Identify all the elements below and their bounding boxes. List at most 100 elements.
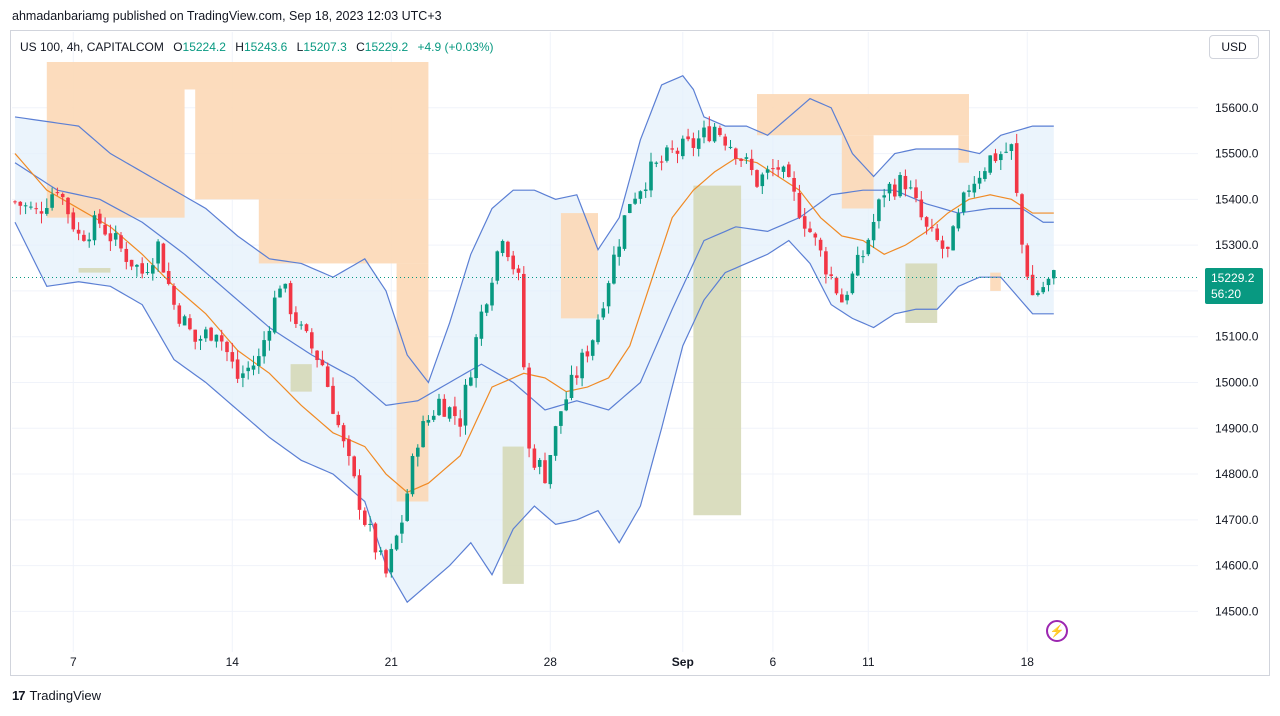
- candle-body[interactable]: [654, 162, 659, 164]
- candle-body[interactable]: [278, 288, 282, 298]
- candle-body[interactable]: [802, 216, 807, 229]
- candle-body[interactable]: [675, 150, 680, 154]
- candle-body[interactable]: [522, 273, 526, 368]
- candle-body[interactable]: [1004, 151, 1008, 153]
- candle-body[interactable]: [71, 212, 76, 230]
- candle-body[interactable]: [707, 126, 712, 142]
- candle-body[interactable]: [712, 126, 717, 142]
- candle-body[interactable]: [447, 407, 452, 419]
- candle-body[interactable]: [140, 263, 144, 274]
- candle-body[interactable]: [182, 316, 187, 326]
- candle-body[interactable]: [590, 340, 595, 356]
- candle-body[interactable]: [108, 233, 113, 242]
- candle-body[interactable]: [961, 192, 966, 213]
- candle-body[interactable]: [585, 351, 590, 357]
- candle-body[interactable]: [357, 475, 362, 510]
- candle-body[interactable]: [294, 312, 298, 324]
- candle-body[interactable]: [188, 318, 192, 330]
- candle-body[interactable]: [580, 352, 584, 379]
- candle-body[interactable]: [543, 460, 547, 484]
- candle-body[interactable]: [861, 256, 865, 258]
- candle-body[interactable]: [87, 239, 91, 242]
- candle-body[interactable]: [426, 419, 431, 423]
- candle-body[interactable]: [315, 350, 319, 361]
- candle-body[interactable]: [103, 224, 107, 235]
- candle-body[interactable]: [92, 215, 97, 241]
- candle-body[interactable]: [564, 399, 568, 411]
- candle-body[interactable]: [506, 241, 510, 258]
- candle-body[interactable]: [76, 229, 81, 234]
- candle-body[interactable]: [257, 356, 261, 367]
- candle-body[interactable]: [606, 283, 611, 307]
- candle-body[interactable]: [1041, 287, 1045, 293]
- candle-body[interactable]: [241, 373, 245, 378]
- candle-body[interactable]: [363, 510, 367, 525]
- candle-body[interactable]: [659, 161, 664, 163]
- candle-body[interactable]: [924, 217, 929, 227]
- candle-body[interactable]: [198, 338, 203, 341]
- candle-body[interactable]: [792, 177, 796, 192]
- candle-body[interactable]: [744, 157, 749, 159]
- candle-body[interactable]: [389, 548, 394, 573]
- candle-body[interactable]: [13, 201, 17, 203]
- candle-body[interactable]: [267, 330, 272, 341]
- candle-body[interactable]: [29, 206, 33, 208]
- candle-body[interactable]: [771, 168, 775, 170]
- candle-body[interactable]: [384, 550, 388, 574]
- candle-body[interactable]: [638, 191, 643, 199]
- candle-body[interactable]: [622, 215, 627, 249]
- candle-body[interactable]: [235, 359, 240, 379]
- candle-body[interactable]: [908, 187, 913, 189]
- candle-body[interactable]: [320, 359, 325, 366]
- candle-body[interactable]: [156, 241, 160, 264]
- candle-body[interactable]: [511, 255, 515, 270]
- candle-body[interactable]: [834, 277, 839, 294]
- candle-body[interactable]: [288, 283, 293, 315]
- candle-body[interactable]: [193, 329, 197, 342]
- candle-body[interactable]: [230, 352, 235, 362]
- candle-body[interactable]: [331, 385, 335, 414]
- candle-body[interactable]: [66, 197, 70, 215]
- candle-body[interactable]: [453, 406, 457, 417]
- candle-body[interactable]: [1009, 144, 1014, 151]
- candle-body[interactable]: [887, 183, 892, 194]
- candle-body[interactable]: [458, 418, 462, 427]
- candle-body[interactable]: [877, 199, 881, 222]
- candle-body[interactable]: [760, 174, 765, 187]
- candle-body[interactable]: [516, 268, 521, 273]
- candle-body[interactable]: [956, 213, 961, 229]
- candle-body[interactable]: [633, 198, 637, 204]
- candle-body[interactable]: [617, 246, 621, 257]
- candle-body[interactable]: [214, 334, 219, 342]
- candle-body[interactable]: [871, 222, 876, 241]
- candle-body[interactable]: [855, 254, 860, 276]
- candle-body[interactable]: [903, 175, 908, 190]
- candle-body[interactable]: [824, 251, 828, 275]
- candle-body[interactable]: [972, 183, 977, 193]
- candle-body[interactable]: [702, 127, 706, 138]
- candle-body[interactable]: [866, 239, 871, 255]
- candle-body[interactable]: [45, 208, 49, 214]
- candle-body[interactable]: [421, 421, 425, 448]
- candle-body[interactable]: [23, 205, 28, 207]
- candle-body[interactable]: [1052, 270, 1056, 279]
- candle-body[interactable]: [410, 455, 415, 495]
- candle-body[interactable]: [845, 294, 849, 301]
- candle-body[interactable]: [336, 414, 341, 426]
- candle-body[interactable]: [1046, 278, 1051, 286]
- symbol-name[interactable]: US 100, 4h, CAPITALCOM: [20, 40, 164, 54]
- candle-body[interactable]: [983, 171, 987, 179]
- candle-body[interactable]: [129, 259, 134, 267]
- candle-body[interactable]: [262, 340, 266, 357]
- candle-body[interactable]: [55, 192, 60, 194]
- candle-body[interactable]: [681, 138, 685, 157]
- candle-body[interactable]: [1025, 245, 1030, 277]
- candle-body[interactable]: [225, 341, 229, 353]
- candle-body[interactable]: [940, 240, 945, 249]
- candle-body[interactable]: [341, 425, 346, 442]
- candle-body[interactable]: [850, 273, 855, 294]
- candle-body[interactable]: [691, 138, 696, 148]
- candle-body[interactable]: [310, 332, 314, 349]
- candle-body[interactable]: [177, 305, 182, 324]
- candle-body[interactable]: [930, 227, 934, 229]
